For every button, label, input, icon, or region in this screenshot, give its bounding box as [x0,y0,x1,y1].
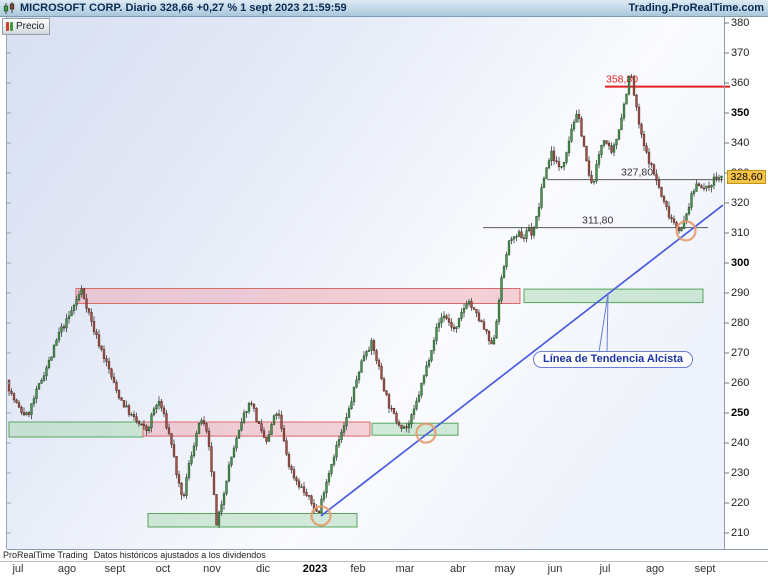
tab-precio[interactable]: Precio [2,18,51,35]
x-axis-label: may [494,563,516,575]
x-axis-label: jul [12,563,24,575]
last-price-tag: 328,60 [727,170,766,185]
x-axis-label: mar [395,563,415,575]
x-axis-label: sept [104,563,126,575]
trendline-touch-circle-3[interactable] [675,220,697,242]
y-axis-label: 210 [731,527,750,539]
zone-support-245-green-right[interactable] [371,422,459,436]
y-axis-label: 270 [731,347,750,359]
y-axis-label: 230 [731,467,750,479]
y-axis-label: 350 [731,107,750,119]
y-axis-label: 260 [731,377,750,389]
line-label-resistance-358: 358,80 [606,74,638,86]
y-axis-label: 380 [731,17,750,29]
titlebar[interactable]: MICROSOFT CORP. Diario 328,66 +0,27 % 1 … [0,0,768,17]
y-axis-label: 360 [731,77,750,89]
window-title: MICROSOFT CORP. Diario 328,66 +0,27 % 1 … [20,2,347,14]
tab-precio-label: Precio [16,21,45,32]
y-axis-label: 370 [731,47,750,59]
y-axis-label: 290 [731,287,750,299]
y-axis-label: 280 [731,317,750,329]
y-axis-label: 310 [731,227,750,239]
x-axis-label: dic [255,563,271,575]
attribution-note: Datos históricos ajustados a los dividen… [93,550,266,560]
zone-support-290-green[interactable] [523,288,704,304]
x-axis-label: feb [350,563,366,575]
zone-support-215-green[interactable] [147,513,358,528]
x-axis-label: jul [599,563,611,575]
y-axis-label: 340 [731,137,750,149]
y-axis-label: 240 [731,437,750,449]
annotation-pointer [598,293,609,353]
x-axis-label: ago [57,563,77,575]
attribution-brand: ProRealTime Trading [3,550,88,560]
platform-link[interactable]: Trading.ProRealTime.com [628,2,764,14]
trendline-touch-circle-2[interactable] [415,422,437,444]
y-axis-label: 250 [731,407,750,419]
x-axis-label: jun [547,563,563,575]
plot-background [7,17,724,549]
x-axis-label: sept [694,563,716,575]
x-axis-label: 2023 [302,563,328,575]
zone-support-245-green-left[interactable] [8,421,144,438]
line-label-level-311: 311,80 [582,215,613,227]
x-axis-label: ago [645,563,665,575]
x-axis-label: abr [450,563,466,575]
zone-resistance-245-pink[interactable] [142,421,371,437]
x-axis-label: oct [155,563,171,575]
x-axis-label: nov [203,563,221,575]
y-axis-label: 300 [731,257,750,269]
candlestick-chart-icon [3,1,16,15]
trendline[interactable] [320,204,724,517]
attribution: ProRealTime Trading Datos históricos ajus… [3,550,272,560]
y-axis-label: 320 [731,197,750,209]
y-axis-label: 220 [731,497,750,509]
line-label-level-327: 327,80 [621,167,653,179]
price-bars-icon [6,22,13,31]
trendline-touch-circle-1[interactable] [310,505,332,527]
zone-resistance-290-pink[interactable] [75,288,521,304]
candles [7,73,723,529]
trendline-annotation[interactable]: Línea de Tendencia Alcista [533,351,693,368]
